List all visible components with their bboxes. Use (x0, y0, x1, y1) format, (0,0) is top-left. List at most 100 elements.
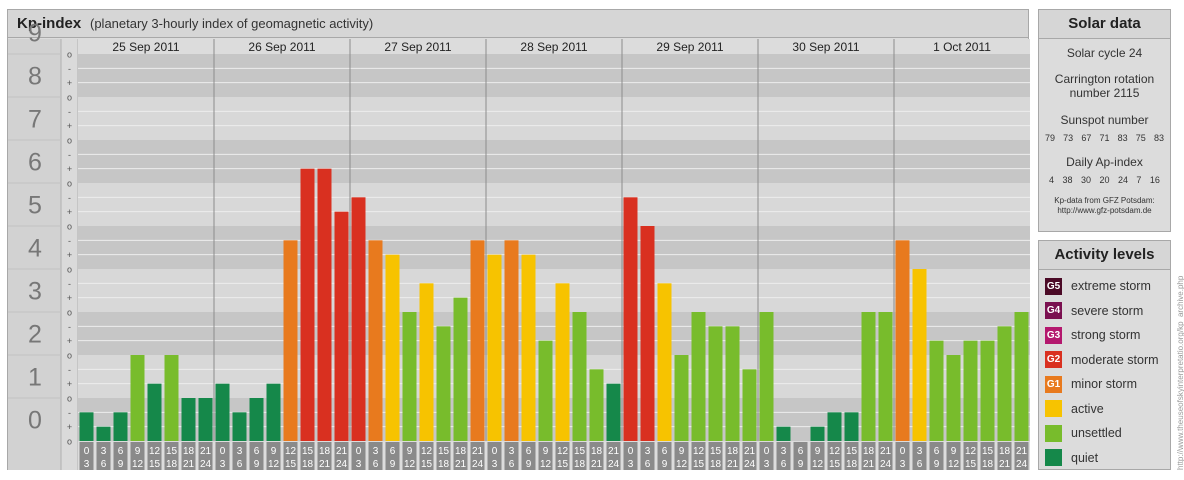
interval-box (827, 442, 842, 470)
interval-end-label: 3 (628, 459, 634, 470)
interval-start-label: 3 (237, 446, 243, 457)
interval-end-label: 6 (917, 459, 923, 470)
interval-end-label: 3 (356, 459, 362, 470)
interval-box (776, 442, 791, 470)
level-swatch: G2 (1045, 351, 1062, 369)
level-label: extreme storm (1071, 279, 1151, 294)
day-label: 25 Sep 2011 (112, 40, 179, 54)
y-minor-tick: + (67, 293, 72, 303)
interval-start-label: 3 (645, 446, 651, 457)
interval-start-label: 6 (662, 446, 668, 457)
interval-start-label: 18 (183, 446, 195, 457)
kp-bar (385, 254, 400, 441)
level-label: strong storm (1071, 328, 1141, 343)
day-label: 30 Sep 2011 (792, 40, 859, 54)
ap-value: 4 (1049, 175, 1055, 185)
interval-box (419, 442, 434, 470)
interval-box (130, 442, 145, 470)
kp-bar (912, 269, 927, 441)
interval-box (572, 442, 587, 470)
kp-bar (844, 412, 859, 441)
interval-box (1014, 442, 1029, 470)
kp-chart-panel: Kp-index (planetary 3-hourly index of ge… (7, 9, 1030, 470)
interval-box (249, 442, 264, 470)
level-moderate-storm: G2 moderate storm (1039, 348, 1170, 373)
interval-start-label: 12 (829, 446, 841, 457)
kp-bar (164, 355, 179, 441)
interval-end-label: 6 (237, 459, 243, 470)
y-minor-tick: o (67, 222, 72, 232)
interval-end-label: 6 (645, 459, 651, 470)
sunspot-value: 79 (1045, 133, 1056, 143)
level-label: quiet (1071, 450, 1099, 465)
interval-box (623, 442, 638, 470)
kp-bar (878, 312, 893, 441)
y-minor-tick: - (68, 322, 71, 332)
y-minor-tick: o (67, 50, 72, 60)
interval-box (232, 442, 247, 470)
kp-bar (555, 283, 570, 441)
kp-bar (997, 326, 1012, 441)
interval-end-label: 24 (744, 459, 756, 470)
interval-start-label: 6 (934, 446, 940, 457)
kp-bar (861, 312, 876, 441)
interval-box (164, 442, 179, 470)
kp-bar (538, 340, 553, 441)
kp-bar (657, 283, 672, 441)
kp-band (78, 97, 1030, 140)
interval-end-label: 15 (965, 459, 977, 470)
level-strong-storm: G3 strong storm (1039, 323, 1170, 348)
level-label: severe storm (1071, 303, 1144, 318)
level-severe-storm: G4 severe storm (1039, 299, 1170, 324)
y-minor-tick: o (67, 179, 72, 189)
kp-bar (334, 211, 349, 441)
y-minor-tick: o (67, 437, 72, 447)
y-minor-tick: o (67, 265, 72, 275)
interval-start-label: 0 (492, 446, 498, 457)
level-label: unsettled (1071, 426, 1122, 441)
kp-bar (317, 168, 332, 441)
ap-value: 20 (1099, 175, 1110, 185)
y-tick-label: 9 (28, 20, 42, 48)
kp-bar (1014, 312, 1029, 441)
kp-bar (759, 312, 774, 441)
interval-box (538, 442, 553, 470)
kp-bar (742, 369, 757, 441)
level-swatch: G5 (1045, 277, 1062, 295)
interval-box (980, 442, 995, 470)
y-minor-tick: - (68, 150, 71, 160)
interval-end-label: 3 (492, 459, 498, 470)
kp-bar (232, 412, 247, 441)
interval-start-label: 21 (336, 446, 348, 457)
interval-box (878, 442, 893, 470)
level-unsettled: unsettled (1039, 421, 1170, 446)
solar-data-panel: Solar data Solar cycle 24 Carrington rot… (1038, 9, 1171, 232)
interval-box (113, 442, 128, 470)
interval-start-label: 0 (628, 446, 634, 457)
interval-box (79, 442, 94, 470)
sunspot-value: 71 (1099, 133, 1110, 143)
interval-start-label: 9 (135, 446, 141, 457)
source-link[interactable]: http://www.gfz-potsdam.de (1057, 206, 1152, 215)
kp-bar (623, 197, 638, 441)
interval-start-label: 15 (302, 446, 314, 457)
interval-box (453, 442, 468, 470)
interval-box (351, 442, 366, 470)
kp-bar (249, 398, 264, 441)
kp-bar (691, 312, 706, 441)
interval-start-label: 0 (900, 446, 906, 457)
kp-bar (130, 355, 145, 441)
sunspot-title: Sunspot number (1060, 113, 1149, 127)
y-minor-tick: - (68, 279, 71, 289)
interval-end-label: 21 (183, 459, 195, 470)
kp-bar (504, 240, 519, 441)
sunspot-value: 83 (1117, 133, 1128, 143)
y-minor-tick: o (67, 136, 72, 146)
interval-end-label: 12 (268, 459, 280, 470)
interval-start-label: 18 (999, 446, 1011, 457)
y-tick-label: 3 (28, 278, 42, 306)
interval-start-label: 3 (373, 446, 379, 457)
interval-box (657, 442, 672, 470)
interval-start-label: 9 (951, 446, 957, 457)
interval-end-label: 15 (693, 459, 705, 470)
